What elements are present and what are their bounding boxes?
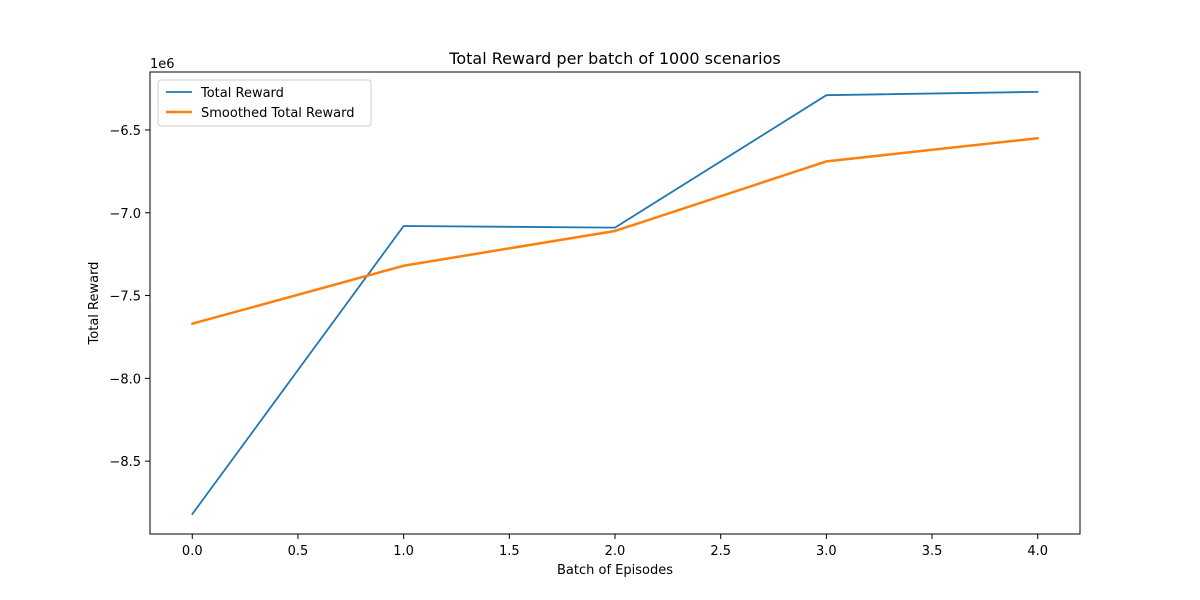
y-axis-offset-label: 1e6 — [150, 57, 175, 72]
x-tick-label: 2.5 — [710, 544, 731, 559]
x-tick-label: 1.0 — [393, 544, 414, 559]
x-tick-label: 0.5 — [288, 544, 309, 559]
legend-label-2: Smoothed Total Reward — [201, 106, 354, 121]
x-axis-ticks: 0.0 0.5 1.0 1.5 2.0 2.5 3.0 3.5 4.0 — [182, 534, 1048, 559]
x-axis-title: Batch of Episodes — [557, 563, 673, 578]
y-tick-label: −7.0 — [109, 207, 141, 222]
y-tick-label: −8.5 — [109, 455, 141, 470]
legend: Total Reward Smoothed Total Reward — [157, 79, 372, 127]
y-tick-label: −8.0 — [109, 372, 141, 387]
y-axis-title: Total Reward — [87, 262, 102, 346]
y-tick-label: −7.5 — [109, 290, 141, 305]
x-tick-label: 3.5 — [922, 544, 943, 559]
legend-box — [157, 79, 372, 127]
x-tick-label: 1.5 — [499, 544, 520, 559]
x-tick-label: 0.0 — [182, 544, 203, 559]
series-line-1 — [191, 90, 1039, 516]
legend-label-1: Total Reward — [200, 86, 284, 101]
series-line-2 — [191, 136, 1039, 325]
x-tick-label: 2.0 — [605, 544, 626, 559]
y-axis-ticks: −8.5 −8.0 −7.5 −7.0 −6.5 — [109, 124, 150, 470]
x-tick-label: 3.0 — [816, 544, 837, 559]
chart-title: Total Reward per batch of 1000 scenarios — [448, 49, 780, 68]
series-layer — [191, 90, 1039, 516]
y-tick-label: −6.5 — [109, 124, 141, 139]
x-tick-label: 4.0 — [1027, 544, 1048, 559]
